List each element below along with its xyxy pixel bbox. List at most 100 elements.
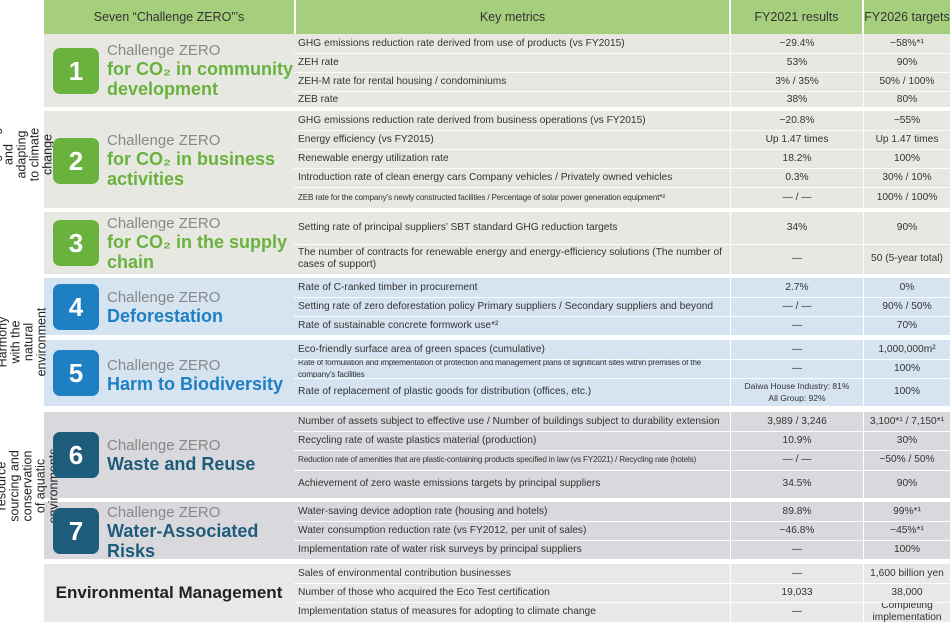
row-divider xyxy=(294,53,950,54)
fy2021-result: 3,989 / 3,246 xyxy=(730,412,863,431)
header-fy2021: FY2021 results xyxy=(731,0,862,34)
fy2026-target: 30% / 10% xyxy=(863,168,950,187)
fy2026-target: −45%*¹ xyxy=(863,521,950,540)
challenge-kicker: Challenge ZERO xyxy=(107,504,221,521)
fy2026-target: 100% xyxy=(863,359,950,378)
metric-label: Achievement of zero waste emissions targ… xyxy=(298,478,601,489)
fy2021-result: — / — xyxy=(730,297,863,316)
metric-label: Rate of formulation and implementation o… xyxy=(298,359,702,378)
row-divider xyxy=(294,521,950,522)
category-resource: Closed-loop resource sourcing and conser… xyxy=(0,447,61,524)
fy2021-result: 34.5% xyxy=(730,470,863,498)
row-divider xyxy=(294,244,950,245)
fy2021-result: — xyxy=(730,540,863,559)
fy2021-result: 0.3% xyxy=(730,168,863,187)
fy2026-target: 30% xyxy=(863,431,950,450)
fy2021-result: −46.8% xyxy=(730,521,863,540)
metric-label: ZEH rate xyxy=(298,56,339,68)
fy2021-result: 10.9% xyxy=(730,431,863,450)
fy2021-result: — / — xyxy=(730,187,863,208)
metric-label: ZEB rate xyxy=(298,94,339,105)
fy2021-result: −29.4% xyxy=(730,34,863,53)
challenge-number: 3 xyxy=(53,220,99,266)
challenge-kicker: Challenge ZERO xyxy=(107,215,221,232)
fy2026-target: −50% / 50% xyxy=(863,450,950,470)
challenge-kicker: Challenge ZERO xyxy=(107,132,221,149)
fy2021-result: — xyxy=(730,316,863,335)
fy2021-result: 19,033 xyxy=(730,583,863,602)
fy2026-target: Up 1.47 times xyxy=(863,130,950,149)
metric-label: GHG emissions reduction rate derived fro… xyxy=(298,37,625,49)
fy2026-target: −58%*¹ xyxy=(863,34,950,53)
fy2021-result: −20.8% xyxy=(730,111,863,130)
challenge-4: 4 Challenge ZERO Deforestation xyxy=(44,278,294,335)
fy2021-result: 38% xyxy=(730,91,863,109)
fy2026-target: 70% xyxy=(863,316,950,335)
challenge-number: 4 xyxy=(53,284,99,330)
challenge-number: 2 xyxy=(53,138,99,184)
metric-label: Renewable energy utilization rate xyxy=(298,152,449,164)
challenge-3: 3 Challenge ZERO for CO₂ in the supply c… xyxy=(44,212,294,274)
row-divider xyxy=(294,540,950,541)
fy2026-target: 100% / 100% xyxy=(863,187,950,208)
fy2026-target: 100% xyxy=(863,540,950,559)
challenge-title: Harm to Biodiversity xyxy=(107,374,284,394)
fy2021-result: 89.8% xyxy=(730,502,863,521)
fy2021-result: Daiwa House Industry: 81% All Group: 92% xyxy=(730,378,863,406)
row-divider xyxy=(294,316,950,317)
row-divider xyxy=(294,583,950,584)
challenge-kicker: Challenge ZERO xyxy=(107,42,221,59)
metric-label: ZEB rate for the company’s newly constru… xyxy=(298,192,665,202)
band-challenge-5 xyxy=(44,340,950,406)
fy2026-target: 90% xyxy=(863,212,950,244)
band-challenge-1 xyxy=(44,34,950,107)
fy2021-result: 34% xyxy=(730,212,863,244)
metric-label: The number of contracts for renewable en… xyxy=(298,247,722,270)
challenge-title: for CO₂ in community development xyxy=(107,59,294,99)
fy2026-target: 90% / 50% xyxy=(863,297,950,316)
fy2026-target: 3,100*¹ / 7,150*¹ xyxy=(863,412,950,431)
fy2026-target: 100% xyxy=(863,378,950,406)
metric-label: ZEH-M rate for rental housing / condomin… xyxy=(298,75,507,87)
fy2026-target: 100% xyxy=(863,149,950,168)
fy2021-result: 53% xyxy=(730,53,863,72)
challenge-title: Waste and Reuse xyxy=(107,454,256,474)
metric-label: Water consumption reduction rate (vs FY2… xyxy=(298,524,587,536)
fy2021-result: — / — xyxy=(730,450,863,470)
row-divider xyxy=(294,168,950,169)
fy2026-target: −55% xyxy=(863,111,950,130)
metric-label: Number of assets subject to effective us… xyxy=(298,415,720,427)
challenge-title: for CO₂ in the supply chain xyxy=(107,232,287,272)
fy2026-target: 90% xyxy=(863,470,950,498)
fy2026-target: 1,000,000m² xyxy=(863,340,950,359)
fy2026-target: 80% xyxy=(863,91,950,109)
row-divider xyxy=(294,450,950,451)
row-divider xyxy=(294,72,950,73)
row-divider xyxy=(294,359,950,360)
fy2021-result: — xyxy=(730,359,863,378)
metric-label: Energy efficiency (vs FY2015) xyxy=(298,133,434,145)
challenge-5: 5 Challenge ZERO Harm to Biodiversity xyxy=(44,340,294,406)
metric-label: Recycling rate of waste plastics materia… xyxy=(298,434,537,446)
metric-label: Number of those who acquired the Eco Tes… xyxy=(298,586,550,598)
challenge-title: Water-Associated Risks xyxy=(107,521,259,561)
challenge-kicker: Challenge ZERO xyxy=(107,289,221,306)
fy2021-result: — xyxy=(730,244,863,274)
challenge-title: for CO₂ in business activities xyxy=(107,149,276,189)
band-challenge-7 xyxy=(44,502,950,559)
metric-label: Rate of C-ranked timber in procurement xyxy=(298,281,478,293)
metric-label: Rate of sustainable concrete formwork us… xyxy=(298,319,499,331)
fy2026-target: 90% xyxy=(863,53,950,72)
row-divider xyxy=(294,91,950,92)
challenge-kicker: Challenge ZERO xyxy=(107,357,221,374)
band-env xyxy=(44,564,950,622)
metric-label: Reduction rate of amenities that are pla… xyxy=(298,455,697,464)
row-divider xyxy=(294,149,950,150)
challenge-1: 1 Challenge ZERO for CO₂ in community de… xyxy=(44,34,294,107)
fy2026-target: 99%*¹ xyxy=(863,502,950,521)
band-challenge-3 xyxy=(44,212,950,274)
challenge-2: 2 Challenge ZERO for CO₂ in business act… xyxy=(44,111,294,208)
fy2026-target: 50% / 100% xyxy=(863,72,950,91)
band-challenge-4 xyxy=(44,278,950,335)
fy2021-result: 18.2% xyxy=(730,149,863,168)
